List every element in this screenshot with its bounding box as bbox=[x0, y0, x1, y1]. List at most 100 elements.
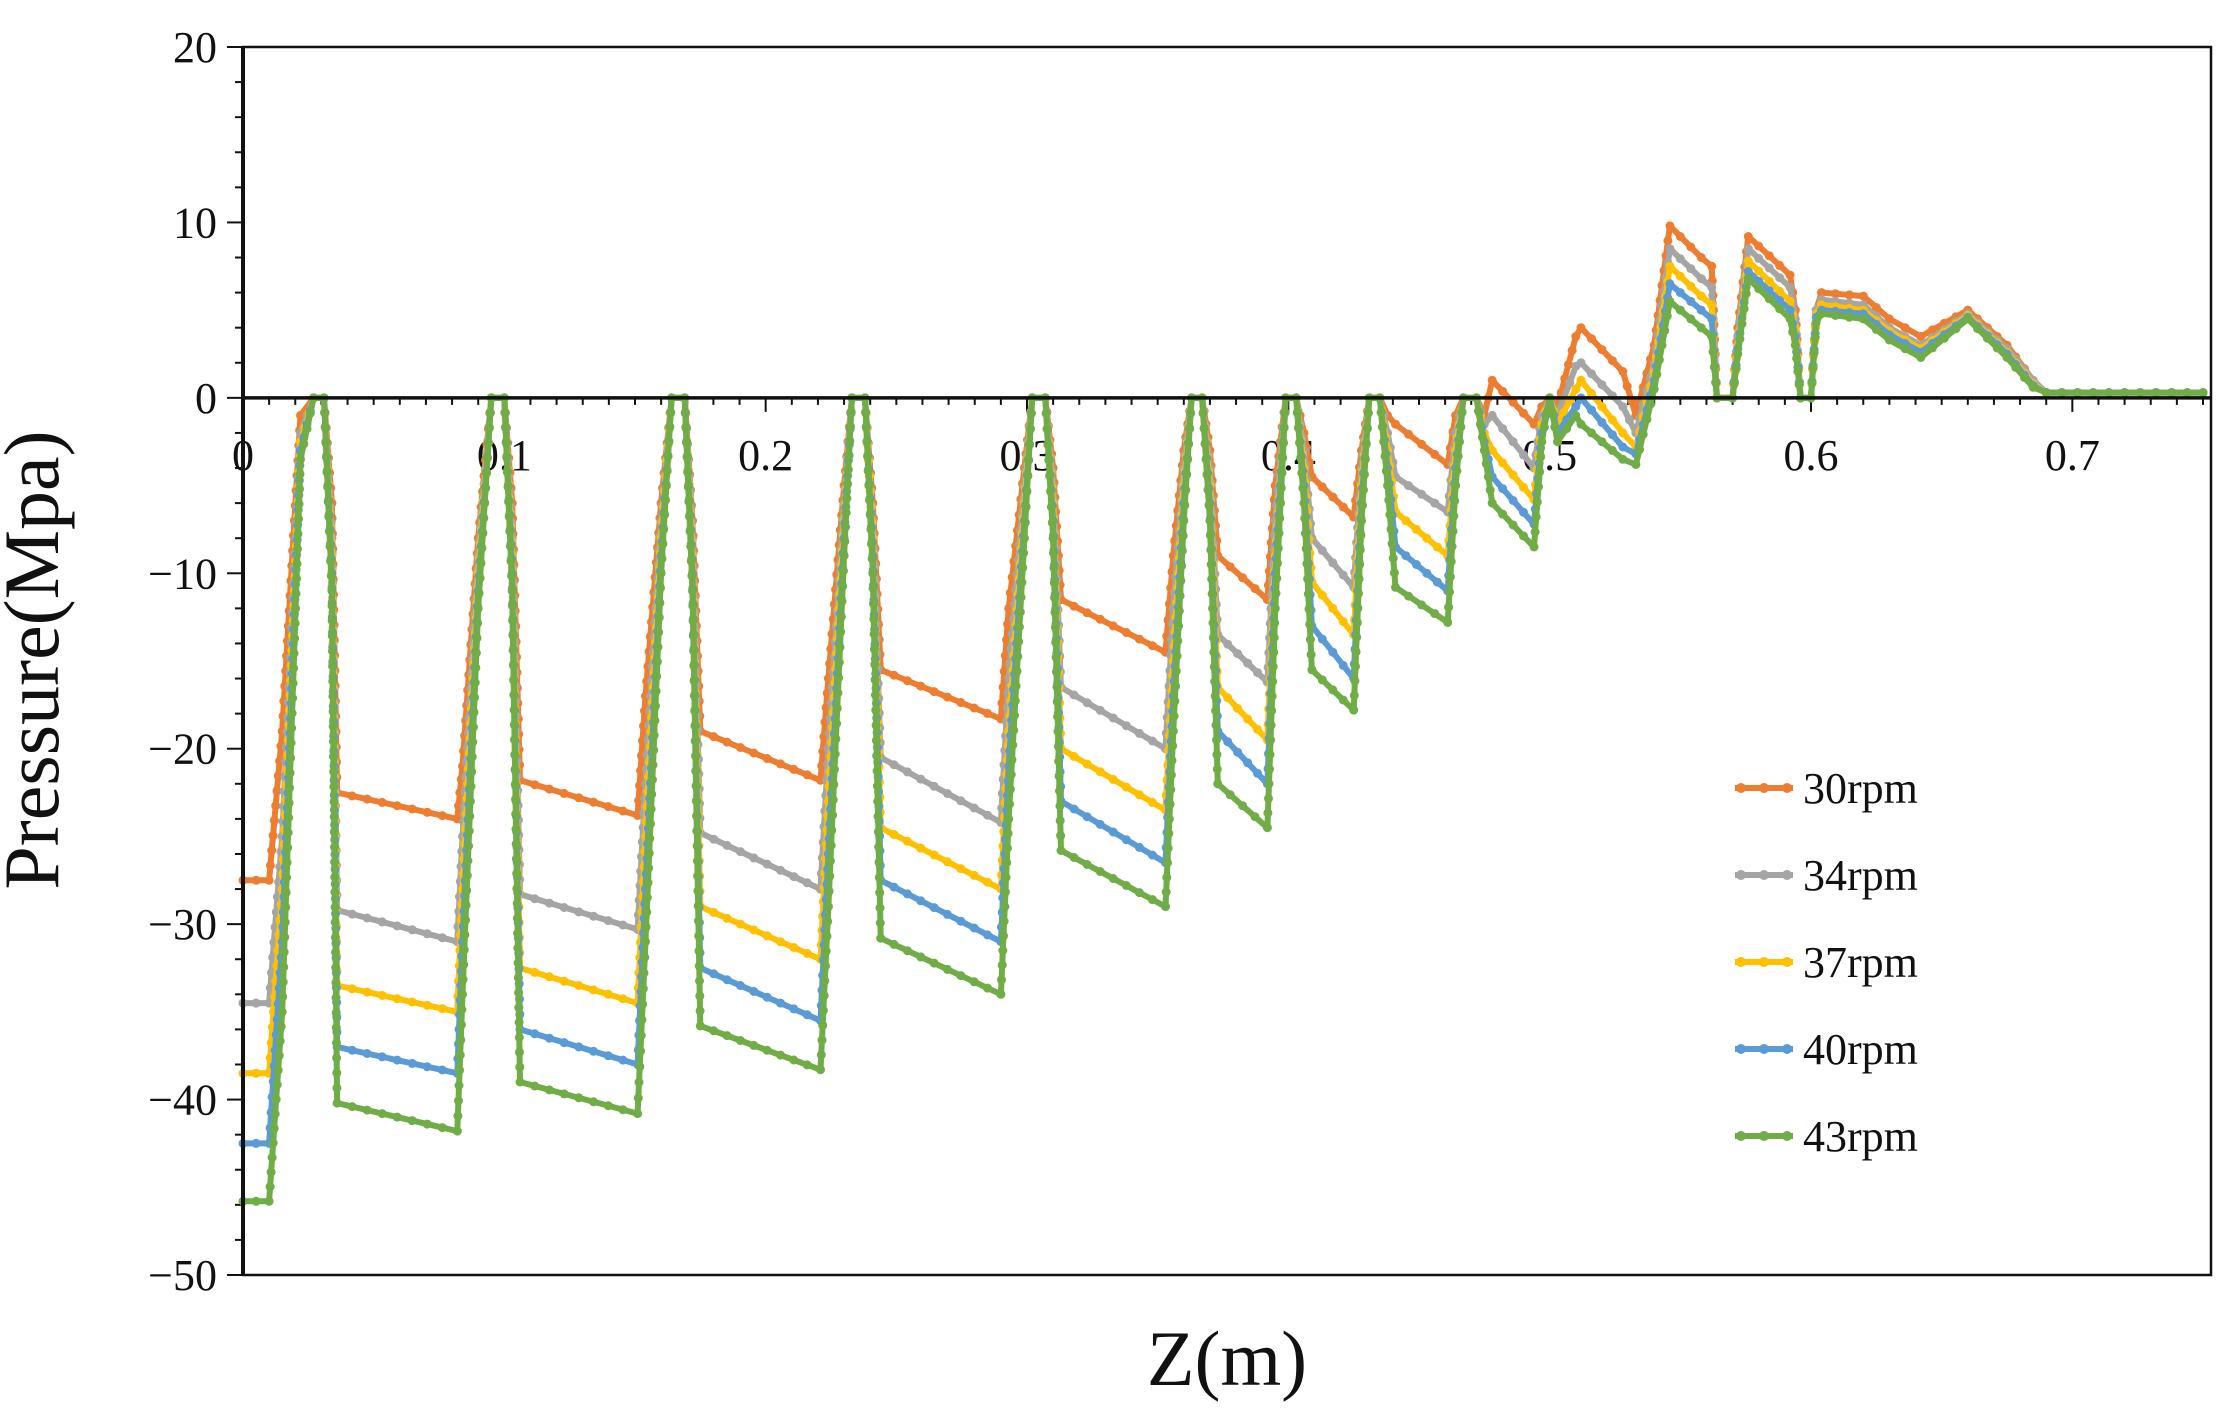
data-point bbox=[1562, 424, 1572, 434]
data-point bbox=[839, 551, 849, 561]
data-point bbox=[1302, 559, 1312, 569]
data-point bbox=[331, 978, 341, 988]
data-point bbox=[332, 1083, 342, 1093]
data-point bbox=[1121, 628, 1131, 637]
data-point bbox=[1764, 276, 1774, 286]
data-point bbox=[1652, 370, 1662, 379]
data-point bbox=[1498, 484, 1508, 494]
data-point bbox=[1042, 424, 1052, 434]
data-point bbox=[603, 802, 613, 812]
data-point bbox=[1550, 422, 1560, 432]
data-point bbox=[1900, 344, 1910, 354]
data-point bbox=[1900, 323, 1910, 333]
data-point bbox=[817, 1035, 827, 1045]
data-point bbox=[694, 946, 704, 956]
data-point bbox=[1181, 485, 1191, 495]
data-point bbox=[1537, 437, 1547, 447]
data-point bbox=[1225, 790, 1235, 800]
data-point bbox=[660, 510, 670, 520]
data-point bbox=[293, 529, 303, 539]
data-point bbox=[544, 1033, 554, 1043]
data-point bbox=[1303, 589, 1313, 599]
data-point bbox=[328, 661, 338, 671]
data-point bbox=[1391, 582, 1400, 592]
data-point bbox=[282, 858, 292, 867]
data-point bbox=[474, 588, 484, 598]
data-point bbox=[1178, 531, 1188, 541]
data-point bbox=[331, 947, 340, 957]
data-point bbox=[1498, 386, 1508, 396]
data-point bbox=[347, 909, 357, 919]
data-point bbox=[871, 720, 881, 730]
data-point bbox=[1108, 713, 1118, 723]
data-point bbox=[508, 616, 518, 626]
data-point bbox=[1147, 641, 1157, 651]
data-point bbox=[1185, 424, 1195, 434]
data-point bbox=[1304, 604, 1314, 614]
data-point bbox=[789, 1055, 799, 1065]
data-point bbox=[1183, 454, 1193, 464]
data-point bbox=[1280, 408, 1290, 418]
data-point bbox=[264, 875, 274, 885]
data-point bbox=[1051, 652, 1061, 662]
legend-label: 40rpm bbox=[1803, 1025, 1918, 1074]
data-point bbox=[1208, 633, 1218, 643]
data-point bbox=[325, 541, 335, 551]
data-point bbox=[735, 743, 745, 752]
data-point bbox=[735, 981, 745, 990]
data-point bbox=[1916, 332, 1926, 341]
data-point bbox=[288, 678, 298, 688]
data-point bbox=[969, 703, 979, 713]
data-point bbox=[844, 450, 854, 460]
data-point bbox=[1293, 423, 1303, 433]
data-point bbox=[683, 482, 693, 492]
data-point bbox=[1657, 340, 1667, 350]
data-point bbox=[1277, 468, 1287, 478]
data-point bbox=[1171, 681, 1181, 691]
data-point bbox=[328, 706, 338, 716]
data-point bbox=[1386, 524, 1396, 534]
data-point bbox=[867, 554, 877, 564]
data-point bbox=[1018, 563, 1028, 573]
data-point bbox=[332, 1098, 342, 1108]
data-point bbox=[377, 797, 387, 807]
data-point bbox=[331, 993, 341, 1003]
data-point bbox=[830, 764, 839, 774]
data-point bbox=[685, 527, 695, 536]
data-point bbox=[437, 811, 447, 821]
data-point bbox=[1707, 261, 1717, 271]
data-point bbox=[686, 556, 696, 566]
data-point bbox=[574, 793, 584, 803]
legend-marker bbox=[1759, 1131, 1769, 1141]
data-point bbox=[1095, 819, 1105, 829]
data-point bbox=[956, 796, 966, 806]
data-point bbox=[292, 574, 301, 584]
data-point bbox=[510, 764, 520, 774]
data-point bbox=[1508, 520, 1518, 530]
data-point bbox=[1871, 303, 1881, 312]
data-point bbox=[1055, 816, 1065, 826]
data-point bbox=[544, 784, 554, 794]
data-point bbox=[1939, 333, 1949, 343]
data-point bbox=[1775, 286, 1785, 296]
data-point bbox=[484, 438, 493, 448]
data-point bbox=[1404, 591, 1413, 601]
data-point bbox=[1536, 452, 1546, 462]
data-point bbox=[273, 771, 283, 781]
data-point bbox=[269, 816, 279, 826]
data-point bbox=[278, 992, 288, 1002]
data-point bbox=[1638, 429, 1648, 439]
data-point bbox=[1707, 332, 1717, 341]
data-point bbox=[513, 928, 523, 938]
data-point bbox=[1743, 232, 1753, 241]
data-point bbox=[816, 1065, 825, 1075]
data-point bbox=[328, 676, 338, 686]
data-point bbox=[1675, 305, 1685, 315]
data-point bbox=[589, 985, 598, 995]
data-point bbox=[1481, 459, 1491, 469]
data-point bbox=[1328, 603, 1338, 613]
data-point bbox=[530, 1029, 540, 1039]
data-point bbox=[1002, 858, 1012, 868]
data-point bbox=[1384, 495, 1394, 505]
data-point bbox=[377, 1109, 387, 1119]
